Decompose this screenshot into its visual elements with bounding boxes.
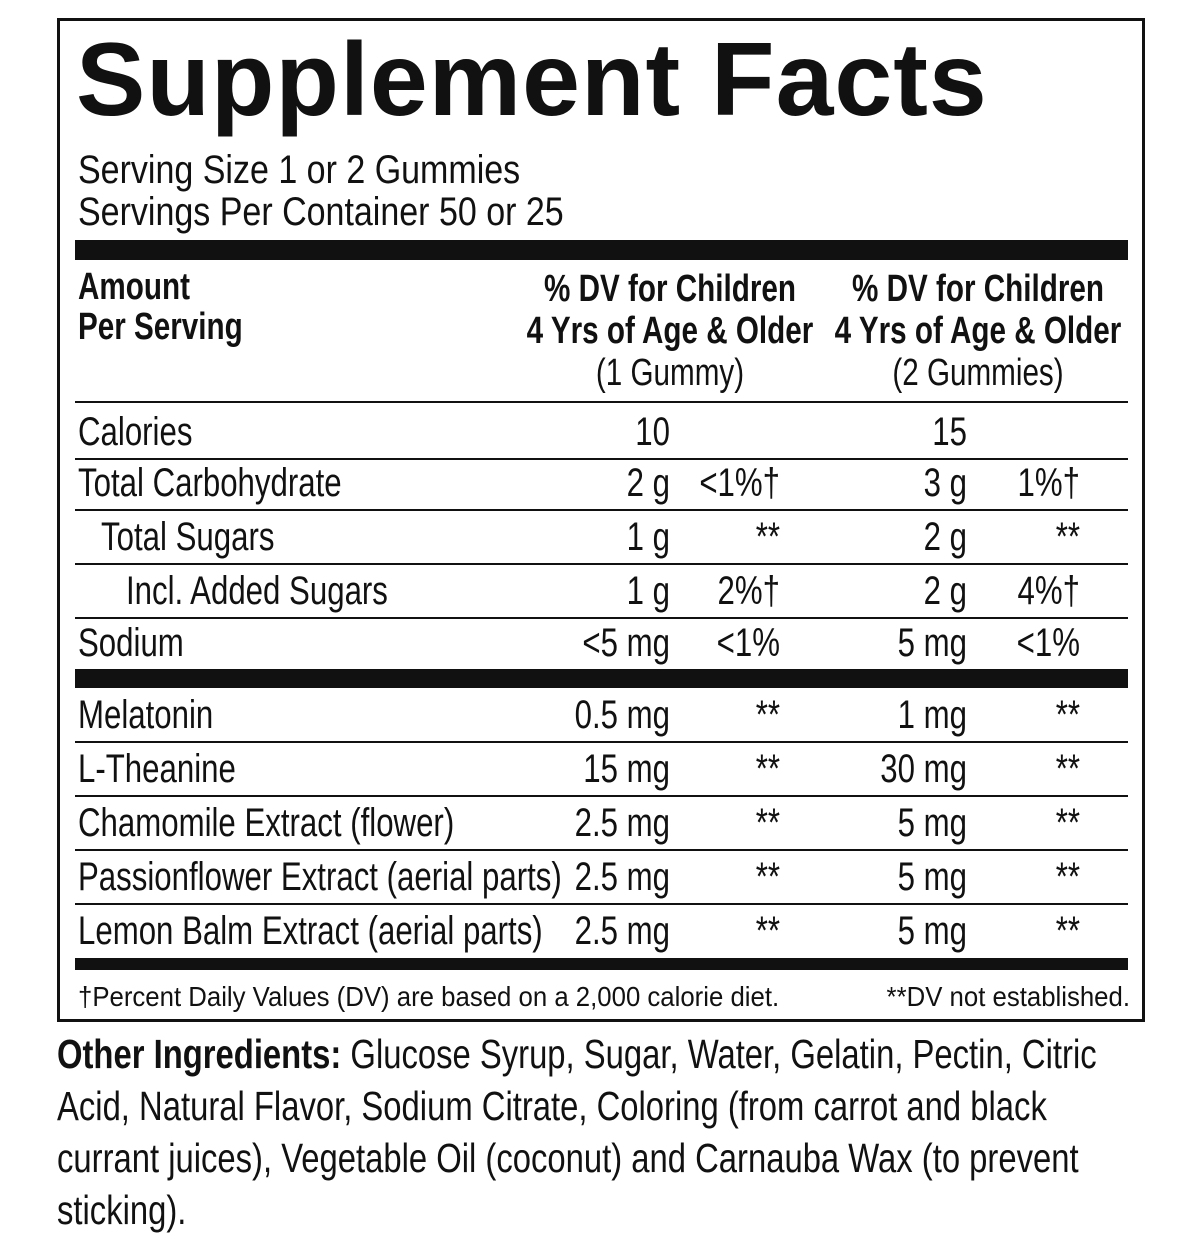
amount: 2.5 mg — [574, 855, 670, 899]
column-header: 4 Yrs of Age & Older — [526, 310, 814, 352]
rule — [75, 849, 1128, 851]
rule — [75, 509, 1128, 511]
daily-value: <1%† — [699, 461, 780, 505]
column-header: (1 Gummy) — [595, 352, 745, 394]
amount: 5 mg — [897, 621, 967, 665]
thick-rule — [75, 669, 1128, 688]
amount: 30 mg — [880, 747, 967, 791]
daily-value: 1%† — [1017, 461, 1080, 505]
amount: 15 mg — [583, 747, 670, 791]
daily-value: ** — [755, 855, 780, 899]
amount: 15 — [932, 410, 967, 454]
daily-value: <1% — [1016, 621, 1080, 665]
daily-value: 2%† — [717, 569, 780, 613]
daily-value: ** — [1055, 801, 1080, 845]
amount: 1 g — [626, 515, 670, 559]
thick-rule — [75, 958, 1128, 970]
amount: 2.5 mg — [574, 909, 670, 953]
nutrient-name: Passionflower Extract (aerial parts) — [78, 855, 562, 899]
footnote: **DV not established. — [886, 981, 1130, 1012]
amount: 5 mg — [897, 801, 967, 845]
daily-value: ** — [755, 515, 780, 559]
daily-value: ** — [1055, 855, 1080, 899]
amount: 5 mg — [897, 909, 967, 953]
daily-value: ** — [1055, 909, 1080, 953]
rule — [75, 401, 1128, 403]
amount: 2 g — [923, 515, 967, 559]
footnote: †Percent Daily Values (DV) are based on … — [78, 981, 780, 1012]
serving-size: Serving Size 1 or 2 Gummies — [78, 148, 521, 192]
nutrient-name: Lemon Balm Extract (aerial parts) — [78, 909, 543, 953]
label-border — [57, 18, 1145, 1022]
nutrient-name: Sodium — [78, 621, 184, 665]
column-header: 4 Yrs of Age & Older — [834, 310, 1122, 352]
other-ingredients: Other Ingredients: Glucose Syrup, Sugar,… — [57, 1028, 1157, 1236]
rule — [75, 617, 1128, 619]
servings-per-container: Servings Per Container 50 or 25 — [78, 190, 564, 234]
column-header: Per Serving — [78, 306, 243, 348]
amount: 5 mg — [897, 855, 967, 899]
amount: <5 mg — [582, 621, 670, 665]
nutrient-name: L-Theanine — [78, 747, 236, 791]
nutrient-name: Calories — [78, 410, 193, 454]
daily-value: 4%† — [1017, 569, 1080, 613]
amount: 10 — [635, 410, 670, 454]
column-header: % DV for Children — [544, 268, 796, 310]
nutrient-name: Melatonin — [78, 693, 214, 737]
daily-value: ** — [1055, 515, 1080, 559]
amount: 1 g — [626, 569, 670, 613]
title: Supplement Facts — [76, 22, 988, 138]
daily-value: ** — [1055, 693, 1080, 737]
nutrient-name: Total Sugars — [101, 515, 275, 559]
page: Supplement Facts Other Ingredients: Gluc… — [57, 18, 1145, 1233]
amount: 2 g — [626, 461, 670, 505]
daily-value: ** — [755, 747, 780, 791]
daily-value: ** — [755, 693, 780, 737]
nutrient-name: Chamomile Extract (flower) — [78, 801, 455, 845]
daily-value: ** — [755, 801, 780, 845]
column-header: Amount — [78, 266, 190, 308]
column-header: (2 Gummies) — [892, 352, 1064, 394]
amount: 2 g — [923, 569, 967, 613]
rule — [75, 903, 1128, 905]
amount: 1 mg — [897, 693, 967, 737]
thick-rule — [75, 240, 1128, 260]
nutrient-name: Incl. Added Sugars — [126, 569, 388, 613]
rule — [75, 741, 1128, 743]
daily-value: <1% — [716, 621, 780, 665]
other-ingredients-label: Other Ingredients: — [57, 1031, 342, 1077]
amount: 2.5 mg — [574, 801, 670, 845]
daily-value: ** — [1055, 747, 1080, 791]
rule — [75, 563, 1128, 565]
rule — [75, 795, 1128, 797]
amount: 0.5 mg — [574, 693, 670, 737]
nutrient-name: Total Carbohydrate — [78, 461, 342, 505]
daily-value: ** — [755, 909, 780, 953]
amount: 3 g — [923, 461, 967, 505]
column-header: % DV for Children — [852, 268, 1104, 310]
rule — [75, 458, 1128, 460]
